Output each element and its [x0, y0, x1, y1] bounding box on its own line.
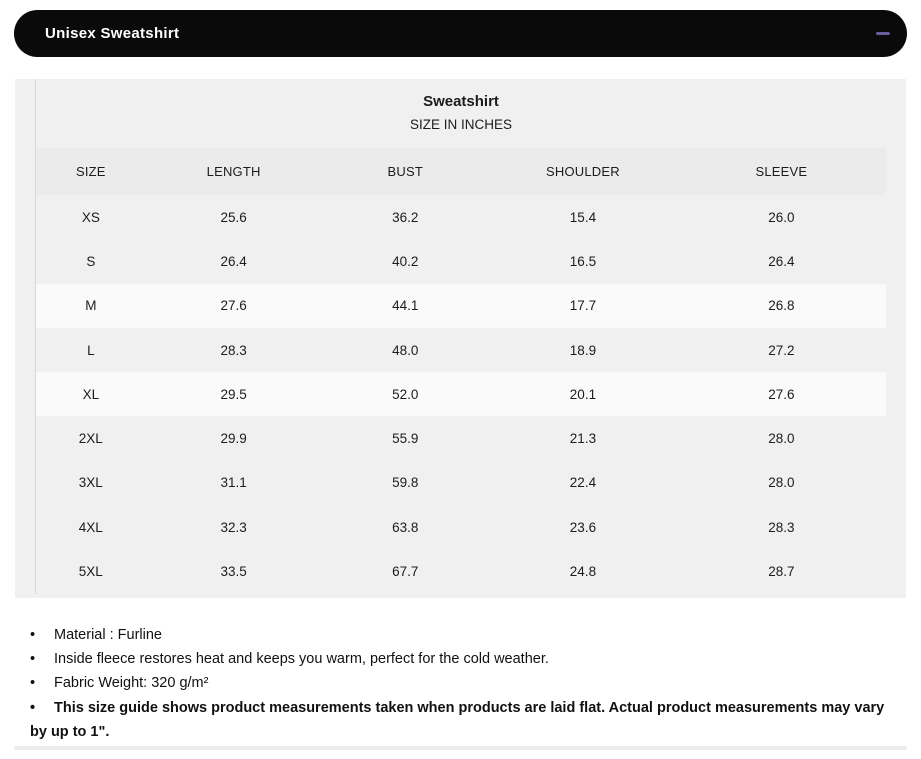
- measurement-value: 29.5: [220, 386, 247, 402]
- size-table-inner: Sweatshirt SIZE IN INCHES SIZE LENGTH BUST…: [35, 79, 886, 594]
- measurement-value: 32.3: [220, 519, 247, 535]
- accordion-title: Unisex Sweatshirt: [45, 25, 180, 42]
- note-text: Inside fleece restores heat and keeps yo…: [54, 651, 549, 668]
- measurement-value: 26.4: [768, 253, 795, 269]
- measurement-value: 27.2: [768, 342, 795, 358]
- measurement-value: 25.6: [220, 209, 247, 225]
- note-item: • Fabric Weight: 320 g/m²: [30, 671, 891, 695]
- measurement-value: 26.4: [220, 253, 247, 269]
- bullet-icon: •: [30, 675, 36, 692]
- table-title-block: Sweatshirt SIZE IN INCHES: [36, 79, 886, 148]
- table-row-3xl: 3XL 31.1 59.8 22.4 28.0: [36, 461, 886, 505]
- size-label: 5XL: [78, 564, 103, 580]
- table-header-row: SIZE LENGTH BUST SHOULDER SLEEVE: [36, 148, 886, 195]
- column-header-sleeve: SLEEVE: [755, 164, 808, 179]
- measurement-value: 28.3: [220, 342, 247, 358]
- measurement-value: 21.3: [569, 431, 597, 447]
- measurement-value: 27.6: [220, 298, 247, 314]
- bullet-icon: •: [30, 651, 36, 668]
- table-row-2xl: 2XL 29.9 55.9 21.3 28.0: [36, 416, 886, 460]
- measurement-value: 23.6: [569, 519, 597, 535]
- table-row-m: M 27.6 44.1 17.7 26.8: [36, 283, 886, 328]
- measurement-value: 26.0: [768, 209, 795, 225]
- minus-icon[interactable]: [876, 32, 890, 35]
- measurement-value: 17.7: [569, 298, 597, 314]
- column-header-bust: BUST: [387, 164, 424, 179]
- table-subtitle: SIZE IN INCHES: [409, 117, 512, 132]
- measurement-value: 28.7: [768, 564, 795, 580]
- measurement-value: 36.2: [392, 209, 419, 225]
- note-item: • Inside fleece restores heat and keeps y…: [30, 647, 891, 671]
- size-label: XS: [81, 209, 100, 225]
- table-row-s: S 26.4 40.2 16.5 26.4: [36, 239, 886, 283]
- table-title: Sweatshirt: [423, 93, 499, 110]
- measurement-value: 44.1: [392, 298, 419, 314]
- size-label: XL: [82, 386, 100, 402]
- table-row-4xl: 4XL 32.3 63.8 23.6 28.3: [36, 505, 886, 549]
- note-text: This size guide shows product measuremen…: [30, 699, 885, 741]
- size-table-wrapper: Sweatshirt SIZE IN INCHES SIZE LENGTH BUST…: [15, 79, 906, 598]
- bullet-icon: •: [30, 626, 36, 643]
- measurement-value: 59.8: [392, 475, 419, 491]
- table-body: XS 25.6 36.2 15.4 26.0 S 26.4 40.2 16.5 26.4 M 27.6…: [36, 195, 886, 594]
- note-item: • This size guide shows product measureme…: [30, 696, 891, 745]
- measurement-value: 52.0: [392, 386, 419, 402]
- size-label: 2XL: [78, 431, 103, 447]
- column-header-size: SIZE: [75, 164, 106, 179]
- measurement-value: 26.8: [768, 298, 795, 314]
- bottom-divider: [14, 745, 907, 750]
- measurement-value: 22.4: [569, 475, 597, 491]
- table-row-l: L 28.3 48.0 18.9 27.2: [36, 328, 886, 372]
- table-row-xl: XL 29.5 52.0 20.1 27.6: [36, 372, 886, 417]
- table-row-xs: XS 25.6 36.2 15.4 26.0: [36, 195, 886, 239]
- measurement-value: 16.5: [569, 253, 597, 269]
- accordion-header-unisex-sweatshirt[interactable]: Unisex Sweatshirt: [14, 10, 907, 57]
- measurement-value: 67.7: [392, 564, 419, 580]
- size-table: SIZE LENGTH BUST SHOULDER SLEEVE XS 25.6 36.2 1…: [36, 148, 886, 594]
- measurement-value: 29.9: [220, 431, 247, 447]
- size-label: 3XL: [78, 475, 103, 491]
- measurement-value: 28.3: [768, 519, 795, 535]
- measurement-value: 28.0: [768, 431, 795, 447]
- bullet-icon: •: [30, 699, 36, 716]
- measurement-value: 48.0: [392, 342, 419, 358]
- column-header-length: LENGTH: [206, 164, 261, 179]
- accordion-body: Sweatshirt SIZE IN INCHES SIZE LENGTH BUST…: [0, 57, 921, 750]
- size-label: M: [85, 298, 97, 314]
- table-row-5xl: 5XL 33.5 67.7 24.8 28.7: [36, 549, 886, 593]
- size-label: L: [87, 342, 95, 358]
- column-header-shoulder: SHOULDER: [546, 164, 620, 179]
- product-notes: • Material : Furline • Inside fleece restor…: [30, 623, 891, 745]
- measurement-value: 27.6: [768, 386, 795, 402]
- size-label: S: [86, 253, 96, 269]
- measurement-value: 55.9: [392, 431, 419, 447]
- measurement-value: 40.2: [392, 253, 419, 269]
- measurement-value: 28.0: [768, 475, 795, 491]
- note-text: Material : Furline: [54, 626, 162, 643]
- measurement-value: 63.8: [392, 519, 419, 535]
- measurement-value: 24.8: [569, 564, 597, 580]
- note-item: • Material : Furline: [30, 623, 891, 647]
- note-text: Fabric Weight: 320 g/m²: [54, 675, 209, 692]
- measurement-value: 18.9: [569, 342, 597, 358]
- measurement-value: 15.4: [569, 209, 597, 225]
- size-label: 4XL: [78, 519, 103, 535]
- measurement-value: 33.5: [220, 564, 247, 580]
- measurement-value: 20.1: [569, 386, 597, 402]
- measurement-value: 31.1: [220, 475, 247, 491]
